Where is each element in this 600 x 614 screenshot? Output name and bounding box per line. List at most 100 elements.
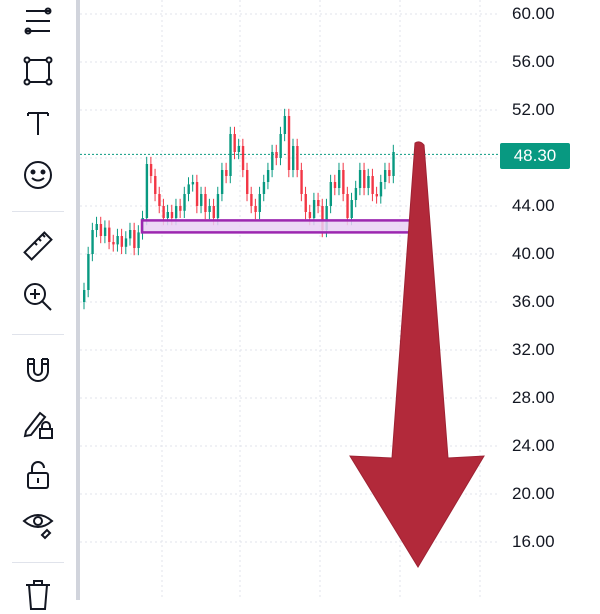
- price-axis-label: 20.00: [512, 484, 555, 503]
- candle-body: [183, 194, 186, 211]
- candle-body: [375, 194, 378, 197]
- candle-body: [300, 170, 303, 194]
- candle-body: [237, 146, 241, 152]
- trash-icon[interactable]: [14, 572, 62, 614]
- price-axis-label: 24.00: [512, 436, 555, 455]
- candle-body: [287, 116, 291, 170]
- price-axis-label: 52.00: [512, 100, 555, 119]
- price-chart[interactable]: [80, 0, 600, 600]
- candle-body: [271, 152, 274, 170]
- candle-body: [112, 242, 115, 245]
- price-axis-label: 40.00: [512, 244, 555, 263]
- current-price-tag: 48.30: [500, 143, 570, 169]
- candle-body: [158, 194, 161, 206]
- candle-body: [116, 236, 119, 245]
- candle-body: [258, 194, 261, 212]
- candle-body: [283, 116, 287, 134]
- candle-body: [200, 194, 203, 206]
- toolbar-separator: [12, 211, 64, 212]
- candle-body: [383, 170, 387, 182]
- candle-body: [296, 146, 299, 170]
- toolbar-separator: [12, 562, 64, 563]
- candle-body: [103, 227, 107, 236]
- candle-body: [212, 206, 215, 218]
- candle-body: [195, 182, 199, 206]
- candle-body: [154, 176, 157, 194]
- candle-body: [174, 206, 178, 218]
- candle-body: [229, 134, 232, 176]
- candle-body: [379, 182, 383, 197]
- candle-body: [250, 194, 253, 206]
- candle-body: [317, 200, 320, 206]
- candle-body: [292, 146, 295, 170]
- candle-body: [124, 238, 128, 247]
- candle-body: [388, 170, 391, 176]
- candle-body: [346, 194, 349, 218]
- price-axis-label: 28.00: [512, 388, 555, 407]
- price-axis-label: 32.00: [512, 340, 555, 359]
- ruler-measure-icon[interactable]: [14, 225, 62, 267]
- candle-body: [266, 170, 270, 182]
- candle-body: [225, 170, 228, 176]
- emoji-tool-icon[interactable]: [14, 154, 62, 196]
- candle-body: [363, 170, 366, 188]
- price-axis-label: 56.00: [512, 52, 555, 71]
- candle-body: [337, 170, 341, 188]
- candle-body: [91, 230, 94, 254]
- price-axis-label: 44.00: [512, 196, 555, 215]
- candle-body: [187, 184, 190, 194]
- candle-body: [133, 230, 136, 248]
- candle-body: [87, 254, 90, 290]
- candle-body: [275, 152, 278, 158]
- candle-body: [279, 134, 282, 158]
- candle-body: [145, 164, 149, 218]
- candle-body: [162, 206, 165, 218]
- candle-body: [342, 170, 345, 194]
- candle-body: [262, 182, 266, 194]
- candle-body: [99, 224, 103, 236]
- eye-visibility-icon[interactable]: [14, 502, 62, 544]
- candle-body: [333, 182, 337, 188]
- trend-tools-icon[interactable]: [14, 0, 62, 42]
- candle-body: [308, 212, 312, 218]
- candle-body: [170, 212, 174, 218]
- candle-body: [241, 146, 245, 170]
- candle-body: [367, 176, 370, 188]
- drawing-toolbar: [0, 0, 76, 610]
- candle-body: [128, 230, 132, 239]
- toolbar-divider[interactable]: [76, 0, 80, 600]
- candle-body: [371, 176, 374, 194]
- support-zone-rectangle: [140, 219, 412, 234]
- down-arrow-annotation: [349, 141, 485, 568]
- candle-body: [220, 170, 224, 194]
- candle-body: [120, 236, 124, 247]
- magnet-icon[interactable]: [14, 348, 62, 390]
- candle-body: [95, 224, 98, 230]
- candle-body: [233, 134, 236, 152]
- candle-body: [246, 170, 249, 194]
- candle-body: [216, 194, 220, 218]
- candle-body: [204, 194, 207, 212]
- candle-body: [312, 200, 316, 218]
- toolbar-separator: [12, 334, 64, 335]
- candle-body: [392, 152, 395, 176]
- candle-body: [304, 194, 307, 212]
- price-axis-label: 16.00: [512, 532, 555, 551]
- lock-drawing-pencil-icon[interactable]: [14, 402, 62, 444]
- candle-body: [321, 206, 324, 230]
- candle-body: [191, 182, 195, 185]
- candle-body: [254, 206, 257, 212]
- candle-body: [354, 188, 358, 200]
- price-axis-label: 36.00: [512, 292, 555, 311]
- zoom-in-icon[interactable]: [14, 276, 62, 318]
- text-tool-icon[interactable]: [14, 102, 62, 144]
- candle-body: [166, 212, 169, 218]
- candle-body: [108, 227, 111, 242]
- candle-body: [350, 200, 353, 218]
- price-axis-label: 60.00: [512, 4, 555, 23]
- candle-body: [149, 164, 153, 176]
- candle-body: [208, 206, 211, 212]
- rectangle-tool-icon[interactable]: [14, 50, 62, 92]
- unlock-icon[interactable]: [14, 454, 62, 496]
- candle-body: [329, 182, 333, 206]
